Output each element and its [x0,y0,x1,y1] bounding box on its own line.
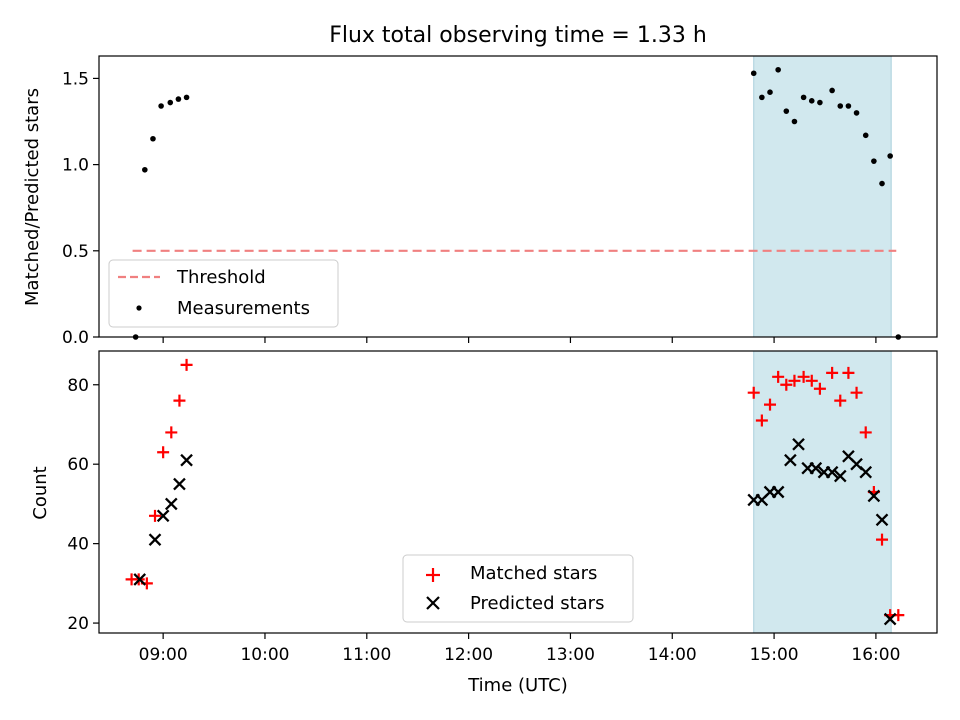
predicted-legend-swatch [426,596,440,610]
matched-star-point [157,446,170,459]
ratio-legend: Threshold Measurements [108,259,339,328]
measurement-point [183,94,190,101]
y-tick-label: 0.5 [62,242,89,262]
measurements-legend-swatch [136,305,142,311]
predicted-star-point [148,533,162,546]
shaded-region [753,55,892,338]
x-tick-label: 10:00 [240,645,289,665]
y-tick-label: 1.0 [62,156,89,176]
count-legend: Matched stars Predicted stars [402,554,634,623]
time-axis-label: Time (UTC) [467,675,568,696]
measurement-point [775,66,781,73]
measurement-point [158,103,164,109]
matched-legend-label: Matched stars [470,563,597,584]
y-tick-label: 40 [67,535,89,555]
predicted-star-point [133,573,147,586]
measurement-point [791,118,798,125]
ratio-y-axis-label: Matched/Predicted stars [22,88,43,306]
matched-legend-swatch [426,568,440,582]
matched-star-point [826,366,839,379]
measurement-point [853,110,860,116]
predicted-legend-label: Predicted stars [470,593,604,614]
x-tick-label: 14:00 [648,645,697,665]
measurement-point [837,103,844,109]
ratio-panel: Flux total observing time = 1.33 h 0.0 0.… [22,23,938,348]
chart-title: Flux total observing time = 1.33 h [329,23,707,48]
matched-star-point [755,414,768,427]
matched-star-point [180,358,193,371]
count-panel: 20 40 60 80 09:00 10:00 11:00 12:00 13:00 14:00 1… [30,350,938,696]
measurement-point [759,94,765,101]
matched-star-point [780,378,793,391]
threshold-legend-label: Threshold [176,267,266,288]
y-tick-label: 20 [67,614,89,634]
measurement-point [175,96,182,102]
matched-star-point [834,394,847,407]
matched-star-point [788,374,801,387]
predicted-star-point [825,465,839,479]
measurement-point [167,99,174,106]
ratio-plot-frame [98,55,938,338]
matched-star-point [165,426,178,439]
measurement-point [879,180,885,187]
measurement-point [808,98,815,104]
matched-star-point [850,386,863,399]
predicted-star-point [784,453,797,467]
matched-star-point [149,509,162,522]
measurement-point [817,99,823,106]
measurement-point [142,166,148,173]
predicted-star-point [771,485,785,499]
matched-star-point [173,394,186,407]
matched-star-point [813,382,826,395]
measurement-point [829,87,835,94]
y-tick-label: 80 [67,376,89,396]
matched-star-point [747,386,760,399]
predicted-star-point [164,497,178,511]
measurement-point [783,108,790,114]
x-tick-label: 12:00 [444,645,493,665]
predicted-star-point [180,453,193,467]
x-tick-label: 11:00 [342,645,391,665]
measurement-point [862,132,869,139]
matched-star-point [859,426,872,439]
y-tick-label: 0.0 [62,328,89,348]
count-legend-box [402,554,634,623]
predicted-star-point [173,477,186,491]
y-tick-label: 60 [67,455,89,475]
measurements-legend-label: Measurements [177,298,310,319]
count-plot-frame [98,350,938,634]
y-tick-label: 1.5 [62,69,89,89]
predicted-star-point [809,461,823,475]
measurement-point [845,103,852,109]
matched-star-point [772,370,785,383]
measurement-point [767,89,773,96]
predicted-star-point [883,612,897,626]
predicted-star-point [859,465,873,479]
matched-star-point [876,533,889,546]
measurement-point [150,135,156,142]
predicted-star-point [867,489,881,503]
matched-star-point [797,370,810,383]
count-y-axis-label: Count [30,466,51,519]
x-tick-label: 15:00 [750,645,799,665]
x-tick-label: 16:00 [851,645,900,665]
x-tick-label: 09:00 [139,645,188,665]
predicted-star-point [156,509,170,523]
predicted-star-point [875,513,889,527]
matched-star-point [805,374,818,387]
measurement-point [750,70,757,77]
predicted-star-point [833,469,847,483]
measurement-point [800,94,807,101]
matched-star-point [764,398,777,411]
predicted-star-point [792,438,805,451]
x-tick-label: 13:00 [546,645,595,665]
measurement-point [887,153,893,159]
ratio-legend-box [108,259,339,328]
measurement-point [871,158,877,164]
matched-star-point [842,366,855,379]
